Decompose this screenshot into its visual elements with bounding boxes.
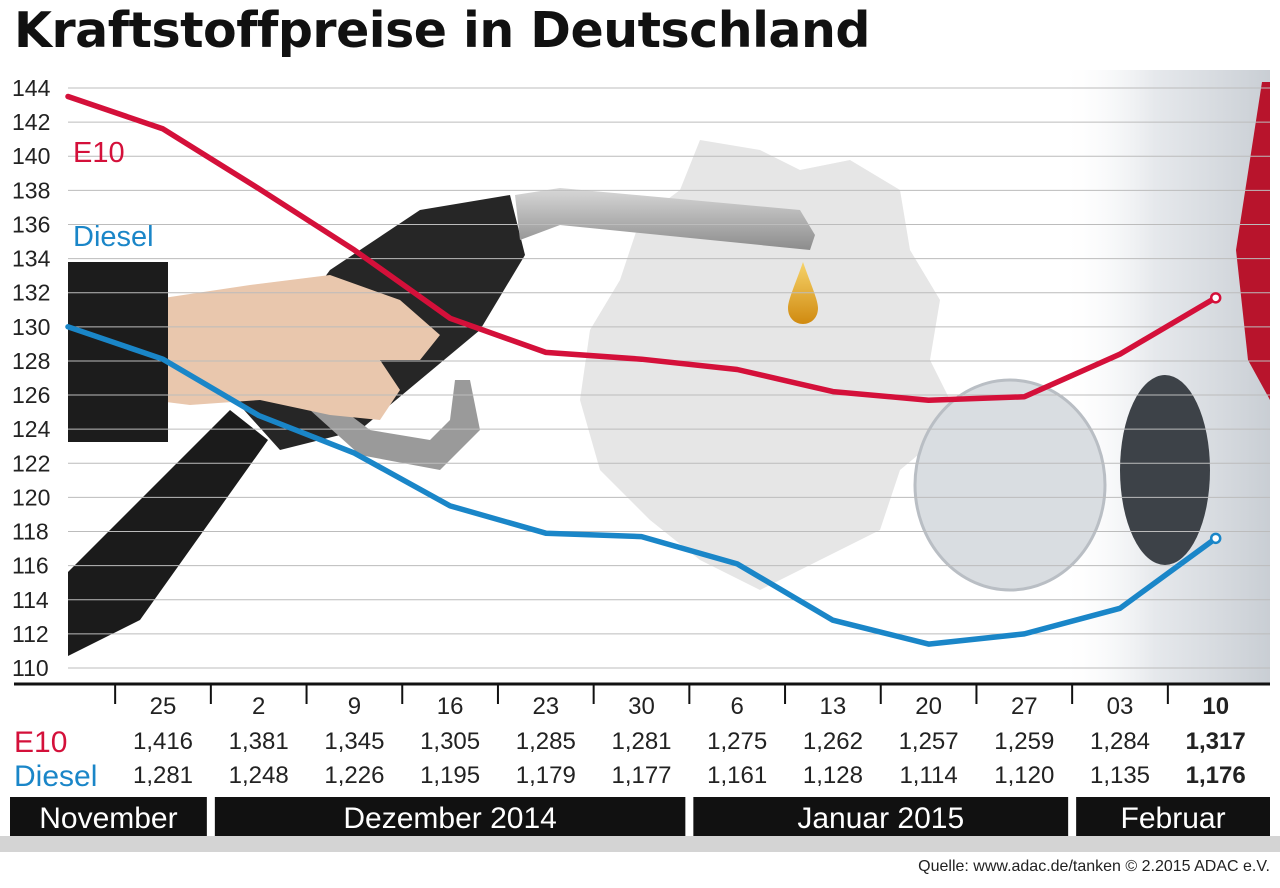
month-segment (1076, 797, 1270, 836)
car-taillight-shape (1236, 82, 1270, 400)
data-label-e10: 1,305 (420, 728, 480, 755)
y-tick-label: 130 (12, 314, 50, 340)
y-axis: 110 112 114 116 118 120 122 124 126 128 130 132 134 1… (12, 75, 51, 681)
x-tick-label: 10 (1202, 693, 1229, 720)
data-label-diesel: 1,177 (611, 762, 671, 789)
hose-shape (68, 410, 268, 656)
chart-title: Kraftstoffpreise in Deutschland (14, 2, 870, 59)
month-segment (214, 797, 686, 836)
month-label: November (39, 802, 177, 835)
x-tick-label: 20 (915, 693, 942, 720)
row-label-diesel: Diesel (14, 760, 97, 793)
y-tick-label: 140 (12, 143, 50, 169)
row-label-e10: E10 (14, 726, 67, 759)
series-line-e10 (65, 93, 1219, 403)
data-label-diesel: 1,161 (707, 762, 767, 789)
x-tick-label: 13 (820, 693, 847, 720)
month-label: Dezember 2014 (343, 802, 556, 835)
data-label-e10: 1,262 (803, 728, 863, 755)
y-tick-label: 124 (12, 416, 51, 442)
data-label-e10: 1,257 (899, 728, 959, 755)
data-label-diesel: 1,176 (1186, 762, 1246, 789)
y-tick-label: 114 (12, 587, 49, 613)
hand-shape (150, 275, 440, 420)
y-tick-label: 110 (12, 655, 49, 681)
x-tick-label: 6 (731, 693, 744, 720)
y-tick-label: 118 (12, 519, 49, 545)
gridlines (68, 87, 1270, 669)
x-tick-label: 16 (437, 693, 464, 720)
data-label-diesel: 1,226 (324, 762, 384, 789)
data-label-diesel: 1,195 (420, 762, 480, 789)
x-tick-label: 2 (252, 693, 265, 720)
x-tick-label: 9 (348, 693, 361, 720)
data-label-e10: 1,259 (994, 728, 1054, 755)
data-label-e10: 1,345 (324, 728, 384, 755)
data-label-diesel: 1,179 (516, 762, 576, 789)
y-tick-label: 142 (12, 109, 50, 135)
series-label-diesel: Diesel (73, 221, 154, 253)
month-label: Januar 2015 (797, 802, 964, 835)
data-label-e10: 1,416 (133, 728, 193, 755)
sleeve-shape (68, 262, 168, 442)
data-label-e10: 1,275 (707, 728, 767, 755)
data-label-diesel: 1,128 (803, 762, 863, 789)
data-label-e10: 1,381 (229, 728, 289, 755)
fuel-flap-shape (913, 378, 1107, 592)
series-line-diesel (65, 324, 1219, 647)
month-segment (10, 797, 207, 836)
data-label-diesel: 1,120 (994, 762, 1054, 789)
x-tick-label: 27 (1011, 693, 1038, 720)
y-tick-label: 132 (12, 280, 50, 306)
data-label-diesel: 1,281 (133, 762, 193, 789)
data-label-e10: 1,284 (1090, 728, 1150, 755)
y-tick-label: 138 (12, 177, 50, 203)
background-illustration (68, 70, 1270, 684)
y-tick-label: 144 (12, 75, 51, 101)
y-tick-label: 126 (12, 382, 50, 408)
month-bar: November Dezember 2014 Januar 2015 Februar (0, 797, 1280, 852)
nozzle-spout-shape (515, 188, 815, 250)
source-note: Quelle: www.adac.de/tanken © 2.2015 ADAC… (918, 858, 1270, 875)
y-tick-label: 116 (12, 553, 49, 579)
y-tick-label: 136 (12, 211, 50, 237)
value-table: E10 1,416 1,381 1,345 1,305 1,285 1,281 1,275 1,… (14, 726, 1246, 793)
data-label-e10: 1,281 (611, 728, 671, 755)
fuel-opening-shape (1120, 375, 1210, 565)
month-bar-base (0, 836, 1280, 852)
data-label-e10: 1,285 (516, 728, 576, 755)
y-tick-label: 128 (12, 348, 50, 374)
series-lines: E10 Diesel (65, 93, 1222, 647)
x-tick-label: 30 (628, 693, 655, 720)
x-tick-label: 25 (150, 693, 177, 720)
y-tick-label: 120 (12, 484, 50, 510)
x-tick-label: 23 (532, 693, 559, 720)
data-label-diesel: 1,135 (1090, 762, 1150, 789)
month-segment (693, 797, 1069, 836)
month-label: Februar (1121, 802, 1226, 835)
data-label-diesel: 1,248 (229, 762, 289, 789)
data-label-diesel: 1,114 (899, 762, 957, 789)
y-tick-label: 134 (12, 246, 51, 272)
y-tick-label: 112 (12, 621, 49, 647)
y-tick-label: 122 (12, 450, 50, 476)
germany-map-shape (580, 140, 960, 590)
x-axis: 25 2 9 16 23 30 6 13 20 27 03 10 (14, 682, 1270, 720)
series-label-e10: E10 (73, 137, 125, 169)
data-point-diesel (1209, 532, 1222, 545)
data-point-e10 (1209, 292, 1222, 304)
nozzle-trigger-shape (310, 380, 480, 470)
data-label-e10: 1,317 (1186, 728, 1246, 755)
x-tick-label: 03 (1107, 693, 1134, 720)
